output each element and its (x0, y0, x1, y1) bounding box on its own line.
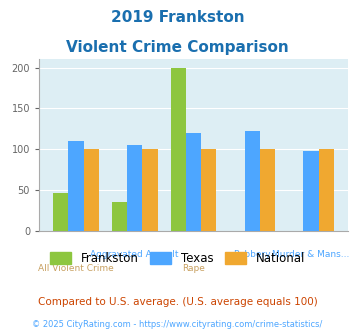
Text: Violent Crime Comparison: Violent Crime Comparison (66, 40, 289, 54)
Bar (260, 149, 275, 231)
Bar (245, 131, 260, 231)
Bar (127, 145, 142, 231)
Bar (303, 151, 318, 231)
Text: Aggravated Assault: Aggravated Assault (91, 250, 179, 259)
Bar (318, 149, 334, 231)
Bar (112, 202, 127, 231)
Bar (53, 193, 69, 231)
Text: Robbery: Robbery (233, 250, 271, 259)
Text: 2019 Frankston: 2019 Frankston (111, 10, 244, 25)
Text: Murder & Mans...: Murder & Mans... (272, 250, 350, 259)
Text: Compared to U.S. average. (U.S. average equals 100): Compared to U.S. average. (U.S. average … (38, 297, 317, 307)
Legend: Frankston, Texas, National: Frankston, Texas, National (45, 247, 310, 270)
Text: All Violent Crime: All Violent Crime (38, 264, 114, 273)
Bar (84, 149, 99, 231)
Bar (170, 68, 186, 231)
Bar (69, 141, 84, 231)
Bar (186, 133, 201, 231)
Bar (142, 149, 158, 231)
Text: © 2025 CityRating.com - https://www.cityrating.com/crime-statistics/: © 2025 CityRating.com - https://www.city… (32, 320, 323, 329)
Text: Rape: Rape (182, 264, 205, 273)
Bar (201, 149, 217, 231)
